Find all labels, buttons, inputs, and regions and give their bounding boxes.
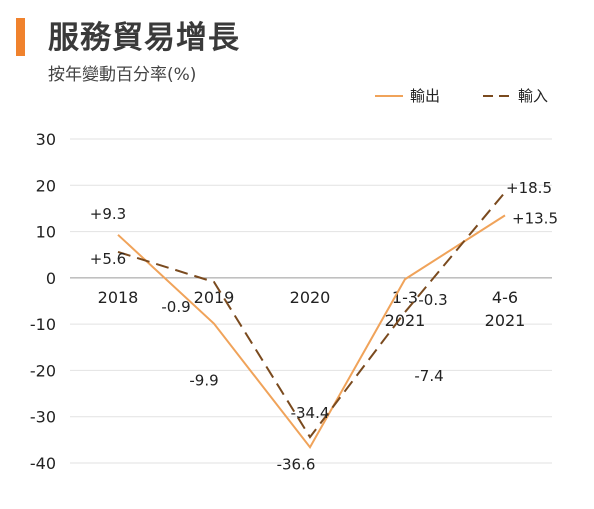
data-label: -36.6: [277, 455, 316, 473]
y-tick-label: -20: [30, 361, 56, 380]
data-label: -34.4: [291, 404, 330, 422]
x-tick-label: 2020: [290, 288, 331, 307]
y-tick-label: -10: [30, 315, 56, 334]
chart-title: 服務貿易增長: [48, 20, 240, 56]
data-label: -9.9: [189, 372, 218, 390]
data-label: -0.9: [161, 298, 190, 316]
legend-label-import: 輸入: [518, 87, 548, 105]
y-tick-label: 30: [36, 130, 56, 149]
x-tick-label: 2018: [98, 288, 139, 307]
x-tick-label: 1-3: [392, 288, 418, 307]
data-label: +5.6: [90, 250, 126, 268]
y-tick-label: 20: [36, 176, 56, 195]
title-accent-bar: [16, 18, 25, 56]
data-label: -0.3: [418, 291, 447, 309]
series-line-export: [117, 214, 506, 450]
y-tick-label: 10: [36, 223, 56, 242]
chart-subtitle: 按年變動百分率(%): [48, 65, 197, 85]
data-label: +13.5: [512, 209, 558, 227]
x-tick-label-year: 2021: [385, 311, 426, 330]
y-tick-label: -40: [30, 454, 56, 473]
legend-label-export: 輸出: [410, 87, 440, 105]
y-tick-label: -30: [30, 408, 56, 427]
x-tick-label: 2019: [194, 288, 235, 307]
data-label: -7.4: [414, 367, 443, 385]
x-tick-label: 4-6: [492, 288, 518, 307]
data-label: +9.3: [90, 205, 126, 223]
series-line-import: [117, 191, 506, 439]
y-tick-label: 0: [46, 269, 56, 288]
x-tick-label-year: 2021: [485, 311, 526, 330]
data-label: +18.5: [506, 179, 552, 197]
